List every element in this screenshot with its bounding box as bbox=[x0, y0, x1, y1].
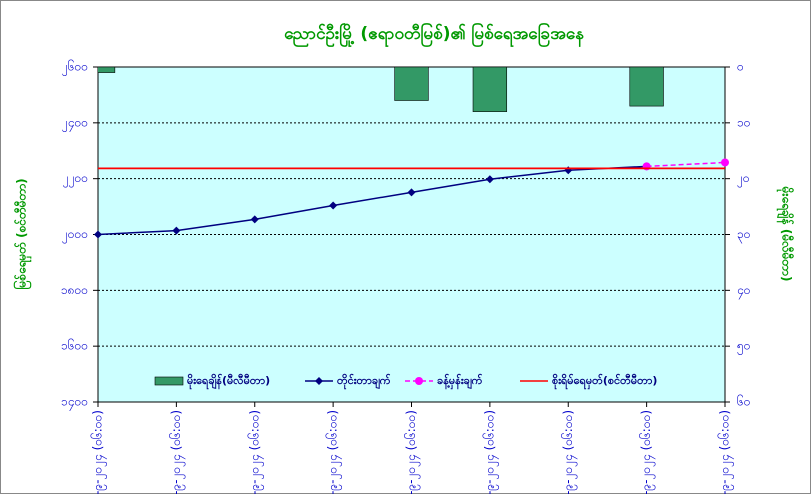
y2-tick-label: ၆၀ bbox=[737, 394, 751, 409]
bar bbox=[472, 67, 508, 112]
legend-label: မိုးရေချိန်(မီလီမီတာ) bbox=[187, 373, 270, 390]
point bbox=[485, 175, 494, 184]
y-tick-label: ၂၄၀၀ bbox=[62, 115, 88, 132]
x-tick-label: ၉-၉-၂၀၂၄ (၀၆:၀၀) bbox=[168, 410, 186, 494]
x-tick-label: ၁၂-၉-၂၀၂၄ (၀၆:၀၀) bbox=[403, 410, 421, 494]
bar bbox=[394, 67, 429, 101]
y2-tick-label: ၀ bbox=[737, 60, 744, 74]
legend-label: ခန့်မှန်းချက် bbox=[437, 373, 483, 390]
legend-marker bbox=[315, 377, 323, 385]
legend-label: တိုင်းတာချက် bbox=[337, 373, 391, 390]
y2-tick-label: ၄၀ bbox=[737, 283, 751, 300]
bar bbox=[98, 67, 116, 73]
point bbox=[721, 158, 729, 167]
point bbox=[94, 230, 102, 239]
point bbox=[250, 215, 259, 224]
y-tick-label: ၂၀၀၀ bbox=[62, 227, 88, 244]
y-tick-label: ၂၆၀၀ bbox=[62, 59, 88, 77]
x-tick-label: ၁၁-၉-၂၀၂၄ (၀၆:၀၀) bbox=[325, 410, 343, 494]
y2-axis-label: မိုးရေချိန် (မီလီမီတာ) bbox=[776, 186, 796, 282]
y-tick-label: ၁၆၀၀ bbox=[61, 338, 88, 353]
x-tick-label: ၈-၉-၂၀၂၄ (၀၆:၀၀) bbox=[90, 410, 108, 494]
y2-tick-label: ၁၀ bbox=[737, 115, 751, 129]
point bbox=[329, 201, 338, 210]
bar bbox=[629, 67, 664, 107]
chart-title: ညောင်ဦးမြို့ (ဧရာဝတီမြစ်)၏ မြစ်ရေအခြေအနေ bbox=[284, 21, 584, 48]
x-tick-label: ၁၀-၉-၂၀၂၄ (၀၆:၀၀) bbox=[246, 410, 264, 494]
y2-tick-label: ၂၀ bbox=[737, 171, 750, 188]
x-tick-label: ၁၅-၉-၂၀၂၄ (၀၆:၀၀) bbox=[638, 410, 656, 494]
y-tick-label: ၁၄၀၀ bbox=[61, 395, 88, 412]
y-tick-label: ၂၂၀၀ bbox=[63, 171, 88, 188]
series-line bbox=[97, 165, 647, 236]
point bbox=[407, 188, 416, 197]
x-tick-label: ၁၃-၉-၂၀၂၄ (၀၆:၀၀) bbox=[481, 410, 499, 494]
point bbox=[172, 226, 181, 235]
series-line bbox=[646, 161, 726, 168]
x-tick-label: ၁၆-၉-၂၀၂၄ (၀၆:၀၀) bbox=[717, 410, 735, 494]
y2-tick-label: ၃၀ bbox=[737, 227, 751, 244]
legend-swatch bbox=[154, 376, 184, 386]
y2-tick-label: ၅၀ bbox=[737, 339, 751, 356]
legend-label: စိုးရိမ်ရေမှတ်(စင်တီမီတာ) bbox=[552, 373, 657, 390]
x-tick-label: ၁၄-၉-၂၀၂၄ (၀၆:၀၀) bbox=[560, 410, 578, 494]
legend-marker bbox=[415, 377, 423, 385]
y-axis-label: မြစ်ရေမှတ် (စင်တီမီတာ) bbox=[12, 178, 33, 289]
y-tick-label: ၁၈၀၀ bbox=[61, 283, 88, 297]
